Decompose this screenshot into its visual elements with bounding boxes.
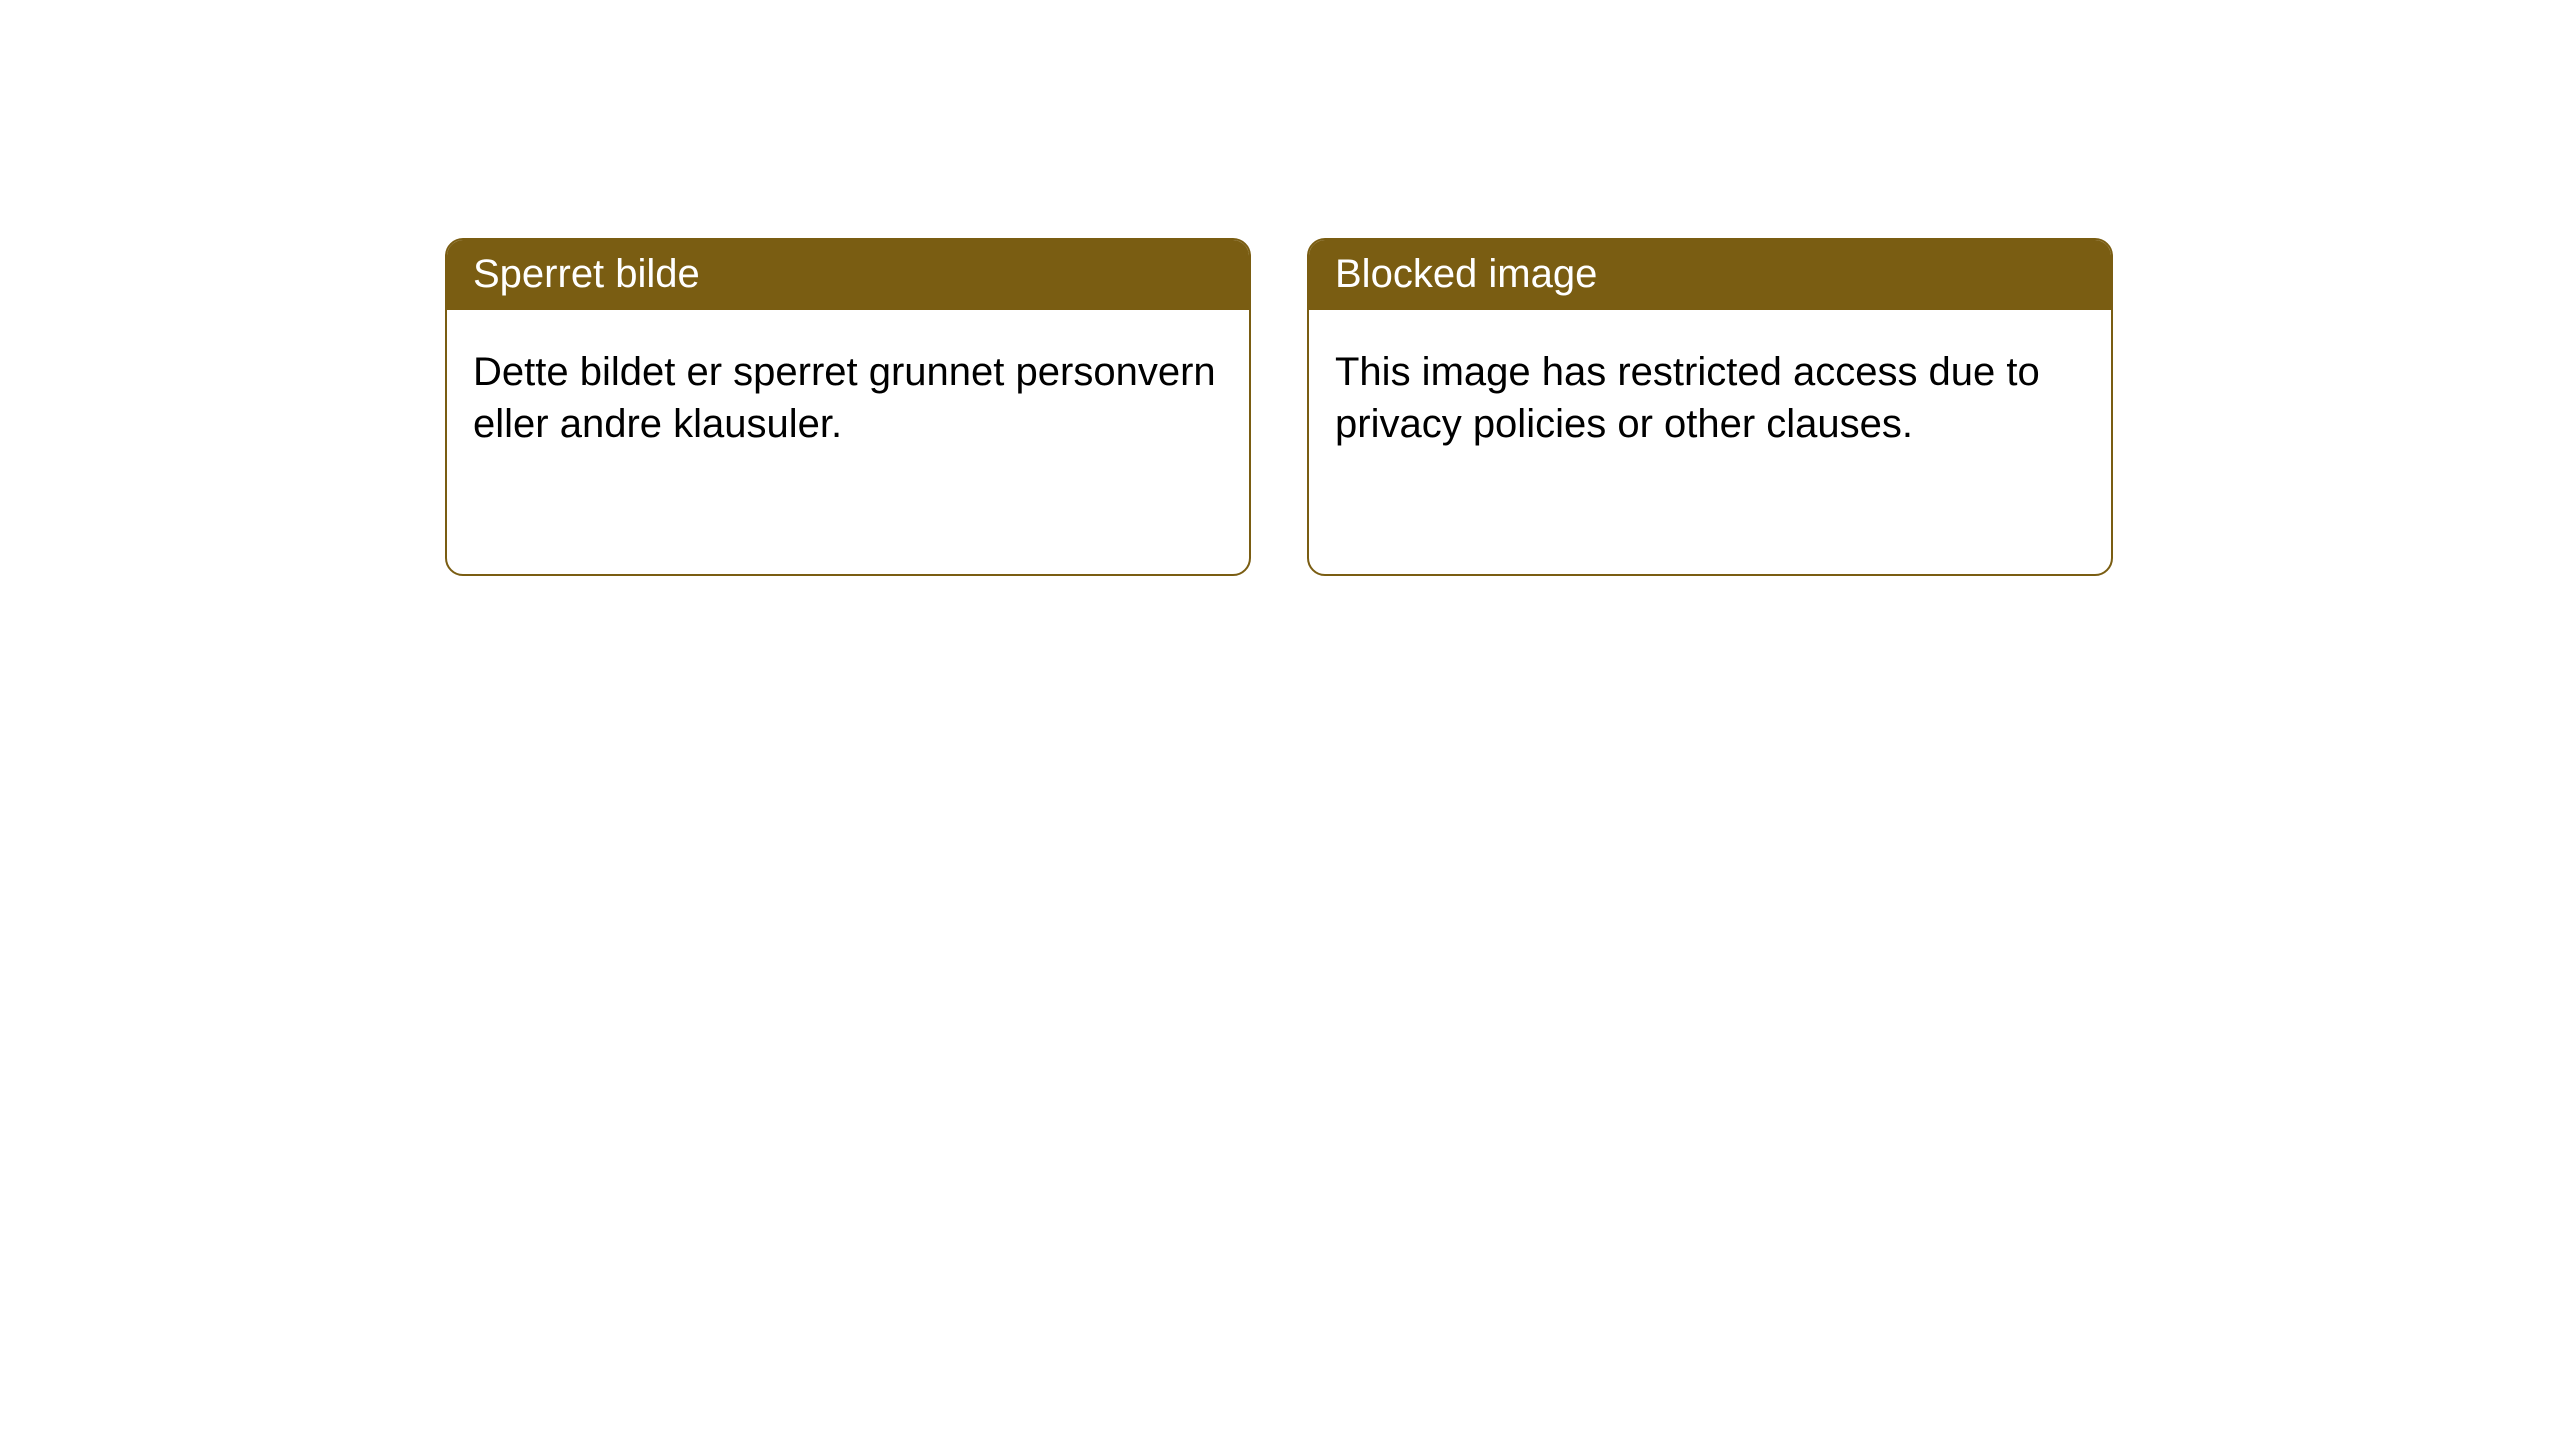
card-body-text: This image has restricted access due to … — [1335, 350, 2040, 446]
card-title: Blocked image — [1335, 252, 1597, 296]
card-body: Dette bildet er sperret grunnet personve… — [447, 310, 1249, 486]
notice-card-english: Blocked image This image has restricted … — [1307, 238, 2113, 576]
card-header: Blocked image — [1309, 240, 2111, 310]
card-body: This image has restricted access due to … — [1309, 310, 2111, 486]
card-body-text: Dette bildet er sperret grunnet personve… — [473, 350, 1216, 446]
notice-card-norwegian: Sperret bilde Dette bildet er sperret gr… — [445, 238, 1251, 576]
card-header: Sperret bilde — [447, 240, 1249, 310]
notice-cards-container: Sperret bilde Dette bildet er sperret gr… — [0, 0, 2560, 576]
card-title: Sperret bilde — [473, 252, 700, 296]
